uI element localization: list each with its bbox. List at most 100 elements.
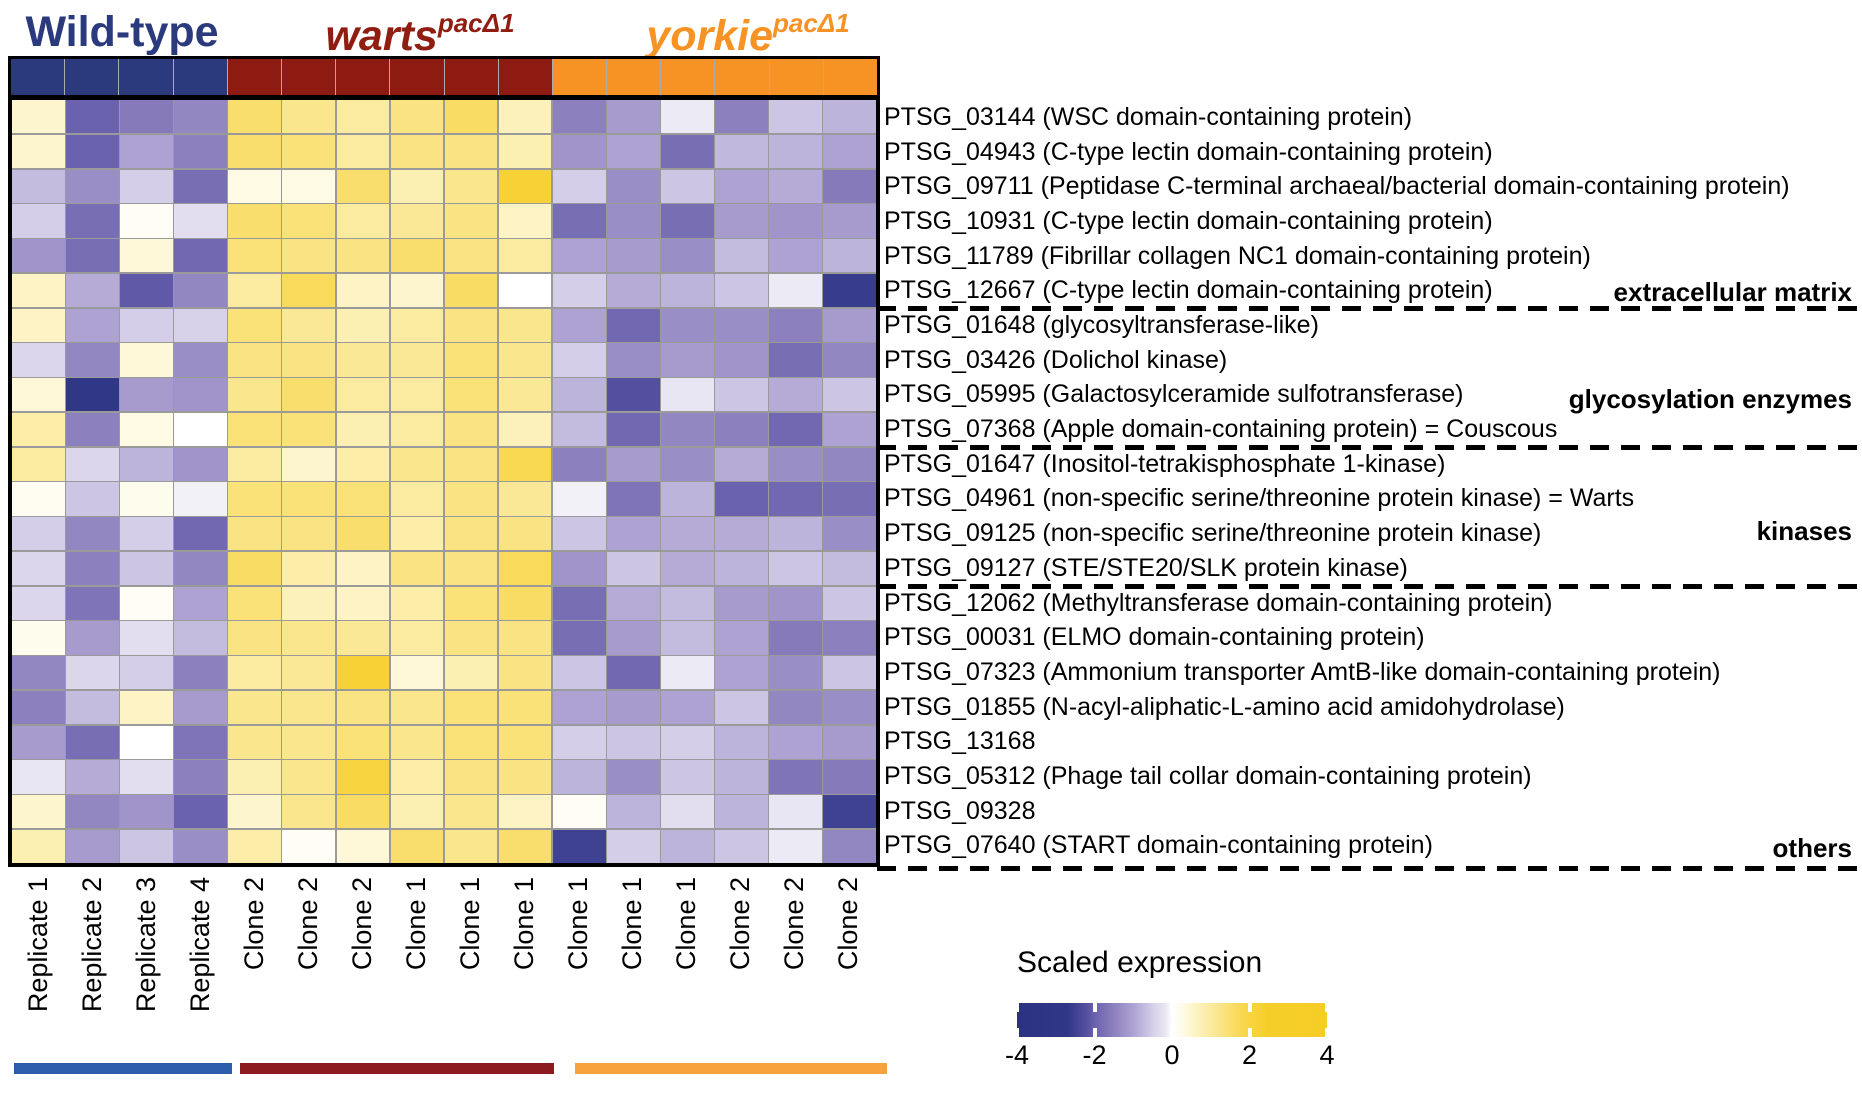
heatmap-cell — [498, 482, 552, 516]
heatmap-cell — [769, 378, 822, 412]
heatmap-cell — [120, 447, 173, 481]
heatmap-cell — [282, 829, 336, 863]
heatmap-cell — [661, 725, 714, 759]
heatmap-cell — [12, 795, 65, 829]
heatmap-cell — [715, 656, 768, 690]
category-separator-line — [877, 584, 1858, 589]
heatmap-cell — [607, 517, 660, 551]
heatmap-cell — [498, 169, 552, 203]
heatmap-cell — [282, 100, 336, 134]
heatmap-cell — [715, 412, 768, 446]
sample-group-band-cell — [715, 59, 769, 95]
heatmap-cell — [715, 760, 768, 794]
heatmap-cell — [607, 690, 660, 724]
heatmap-cell — [66, 621, 119, 655]
heatmap-cell — [228, 412, 281, 446]
group-underline-bar — [575, 1063, 887, 1074]
heatmap-cell — [120, 517, 173, 551]
heatmap-cell — [552, 621, 606, 655]
sample-group-band-cell — [336, 59, 390, 95]
heatmap-cell — [336, 621, 390, 655]
row-label: PTSG_12062 (Methyltransferase domain-con… — [884, 588, 1553, 617]
heatmap-cell — [661, 169, 714, 203]
legend-tick-mark — [1017, 1003, 1019, 1012]
heatmap-cell — [228, 204, 281, 238]
heatmap-cell — [228, 586, 281, 620]
row-label: PTSG_05312 (Phage tail collar domain-con… — [884, 761, 1532, 790]
category-label: glycosylation enzymes — [1568, 384, 1852, 414]
heatmap-cell — [120, 134, 173, 168]
heatmap-cell — [823, 656, 876, 690]
heatmap-cell — [12, 517, 65, 551]
heatmap-cell — [228, 690, 281, 724]
sample-group-band-cell — [11, 59, 65, 95]
column-label: Clone 2 — [239, 877, 269, 971]
row-label: PTSG_07368 (Apple domain-containing prot… — [884, 415, 1558, 444]
heatmap-cell — [607, 239, 660, 273]
heatmap-cell — [715, 134, 768, 168]
heatmap-cell — [282, 378, 336, 412]
heatmap-cell — [769, 656, 822, 690]
heatmap-cell — [552, 447, 606, 481]
heatmap-cell — [823, 447, 876, 481]
heatmap-cell — [769, 482, 822, 516]
column-label: Replicate 2 — [77, 877, 107, 1013]
heatmap-cell — [607, 656, 660, 690]
heatmap-cell — [498, 656, 552, 690]
heatmap-cell — [174, 343, 227, 377]
heatmap-cell — [336, 690, 390, 724]
heatmap-cell — [823, 343, 876, 377]
heatmap-cell — [552, 829, 606, 863]
group-title-text: warts — [325, 12, 438, 60]
heatmap-cell — [174, 482, 227, 516]
row-label: PTSG_13168 — [884, 727, 1036, 756]
heatmap-cell — [498, 239, 552, 273]
sample-group-band-cell — [498, 59, 552, 95]
heatmap-cell — [120, 690, 173, 724]
sample-group-band-cell — [173, 59, 227, 95]
heatmap-cell — [336, 482, 390, 516]
category-separator-line — [877, 306, 1858, 311]
heatmap-cell — [66, 447, 119, 481]
heatmap-cell — [120, 621, 173, 655]
heatmap-cell — [174, 551, 227, 585]
heatmap-cell — [498, 551, 552, 585]
heatmap-cell — [498, 308, 552, 342]
heatmap-cell — [607, 169, 660, 203]
heatmap-cell — [174, 760, 227, 794]
heatmap-cell — [282, 656, 336, 690]
heatmap-cell — [769, 690, 822, 724]
heatmap-cell — [769, 760, 822, 794]
column-label: Replicate 3 — [131, 877, 161, 1013]
heatmap-cell — [336, 378, 390, 412]
heatmap-cell — [552, 795, 606, 829]
heatmap-cell — [174, 273, 227, 307]
column-label: Clone 1 — [509, 877, 539, 971]
heatmap-cell — [174, 308, 227, 342]
sample-group-band-cell — [390, 59, 444, 95]
heatmap-cell — [769, 204, 822, 238]
row-label: PTSG_05995 (Galactosylceramide sulfotran… — [884, 380, 1464, 409]
legend-tick-label: 4 — [1319, 1040, 1335, 1070]
legend-tick-mark — [1170, 1003, 1174, 1012]
heatmap-cell — [715, 551, 768, 585]
heatmap-cell — [715, 517, 768, 551]
sample-group-band-cell — [769, 59, 823, 95]
heatmap-cell — [282, 551, 336, 585]
heatmap-cell — [607, 100, 660, 134]
heatmap-cell — [823, 134, 876, 168]
legend-tick-label: 0 — [1164, 1040, 1180, 1070]
heatmap-cell — [607, 482, 660, 516]
heatmap-cell — [174, 621, 227, 655]
category-label: kinases — [1756, 516, 1852, 546]
heatmap-cell — [444, 169, 498, 203]
heatmap-cell — [12, 690, 65, 724]
heatmap-cell — [228, 621, 281, 655]
column-label: Clone 1 — [617, 877, 647, 971]
heatmap-cell — [823, 239, 876, 273]
heatmap-cell — [444, 621, 498, 655]
heatmap-cell — [769, 134, 822, 168]
heatmap-cell — [12, 169, 65, 203]
heatmap-cell — [390, 517, 444, 551]
heatmap-cell — [498, 378, 552, 412]
